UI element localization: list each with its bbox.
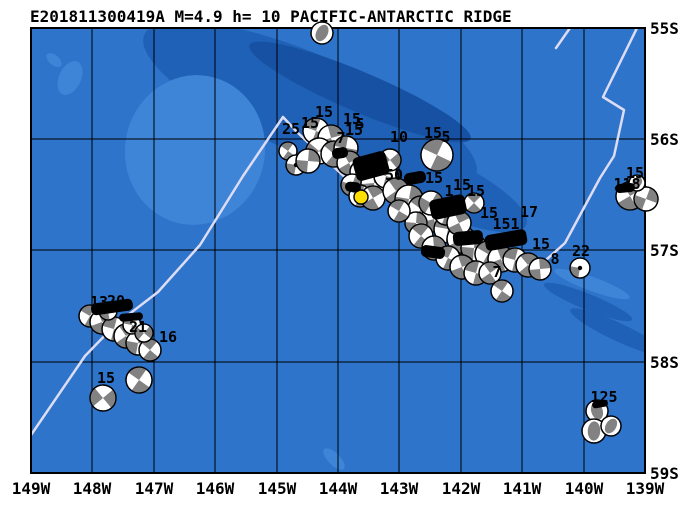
overlapping-labels-scribble [452, 230, 484, 246]
beachball-focal-mechanism [633, 186, 659, 212]
bathymetry-shade [570, 308, 645, 356]
depth-label: 17 [520, 203, 538, 221]
beachball-focal-mechanism [387, 199, 411, 223]
latitude-tick-label: 58S [650, 353, 679, 372]
depth-label: 7 [336, 129, 345, 147]
depth-label: 25 [282, 120, 300, 138]
beachball-focal-mechanism [463, 192, 485, 214]
depth-label: 15 [626, 164, 644, 182]
depth-label: 15 [467, 182, 485, 200]
depth-label: 20 [107, 292, 125, 310]
plate-boundary-line [31, 115, 354, 437]
depth-label: 15 [424, 124, 442, 142]
plate-boundary-line [554, 28, 572, 50]
depth-label: 7 [492, 263, 501, 281]
overlapping-labels-scribble [331, 146, 349, 160]
beachball-focal-mechanism [310, 21, 334, 45]
latitude-tick-label: 59S [650, 464, 679, 483]
latitude-tick-label: 57S [650, 241, 679, 260]
depth-label: 1 [444, 182, 453, 200]
beachball-focal-mechanism [125, 366, 153, 394]
beachball-focal-mechanism [569, 257, 591, 279]
overlapping-labels-scribble [352, 151, 390, 181]
overlapping-labels-scribble [484, 229, 528, 251]
longitude-tick-label: 144W [319, 479, 358, 498]
bathymetry-shade [323, 448, 345, 470]
overlapping-labels-scribble [119, 312, 143, 322]
event-epicenter-marker [353, 189, 369, 205]
beachball-focal-mechanism [420, 138, 454, 172]
longitude-tick-label: 148W [73, 479, 112, 498]
bathymetry-shade [543, 282, 633, 322]
beachball-focal-mechanism [528, 257, 552, 281]
longitude-tick-label: 145W [258, 479, 297, 498]
depth-label: 15 [343, 110, 361, 128]
overlapping-labels-scribble [345, 181, 361, 193]
overlapping-labels-scribble [420, 245, 446, 259]
overlapping-labels-scribble [429, 194, 467, 220]
depth-label: 15 [315, 103, 333, 121]
depth-label: 5 [355, 115, 364, 133]
depth-label: 13 [90, 293, 108, 311]
beachball-focal-mechanism [295, 148, 321, 174]
beachball-focal-mechanism [89, 384, 117, 412]
longitude-tick-label: 142W [442, 479, 481, 498]
depth-label: 15 [97, 369, 115, 387]
bathymetry-shade [57, 61, 83, 95]
depth-label: 15 [453, 176, 471, 194]
map-border [30, 27, 646, 474]
longitude-tick-label: 149W [12, 479, 51, 498]
overlapping-labels-scribble [592, 399, 608, 409]
longitude-tick-label: 141W [503, 479, 542, 498]
plate-boundary-line [535, 28, 639, 270]
bathymetry-shade [46, 53, 62, 67]
depth-label: 21 [129, 318, 147, 336]
depth-label: 8 [550, 250, 559, 268]
depth-label: 50 [385, 166, 403, 184]
longitude-tick-label: 147W [135, 479, 174, 498]
overlapping-labels-scribble [403, 170, 427, 186]
latitude-tick-label: 56S [650, 130, 679, 149]
longitude-tick-label: 143W [380, 479, 419, 498]
depth-label: 151 [492, 215, 519, 233]
depth-label: 15 [425, 169, 443, 187]
beachball-focal-mechanism [446, 210, 472, 236]
beachball-focal-mechanism [134, 323, 154, 343]
page-title: E201811300419A M=4.9 h= 10 PACIFIC-ANTAR… [30, 7, 512, 26]
longitude-tick-label: 139W [626, 479, 665, 498]
overlapping-labels-scribble [615, 183, 635, 193]
depth-label: 15 [301, 114, 319, 132]
longitude-tick-label: 146W [196, 479, 235, 498]
depth-label: 15 [345, 121, 363, 139]
beachball-focal-mechanism [600, 415, 622, 437]
bathymetry-shade [554, 268, 630, 300]
latitude-tick-label: 55S [650, 19, 679, 38]
bathymetry-shade [249, 41, 471, 143]
depth-label: 16 [159, 328, 177, 346]
depth-label: 118 [613, 175, 640, 193]
bathymetry-shade [124, 75, 266, 225]
overlapping-labels-scribble [91, 298, 133, 316]
depth-label: 15 [480, 204, 498, 222]
depth-label: 125 [590, 388, 617, 406]
beachball-focal-mechanism [490, 279, 514, 303]
depth-label: 5 [441, 128, 450, 146]
longitude-tick-label: 140W [565, 479, 604, 498]
depth-label: 10 [390, 128, 408, 146]
depth-label: 15 [532, 235, 550, 253]
depth-label: 22 [572, 242, 590, 260]
